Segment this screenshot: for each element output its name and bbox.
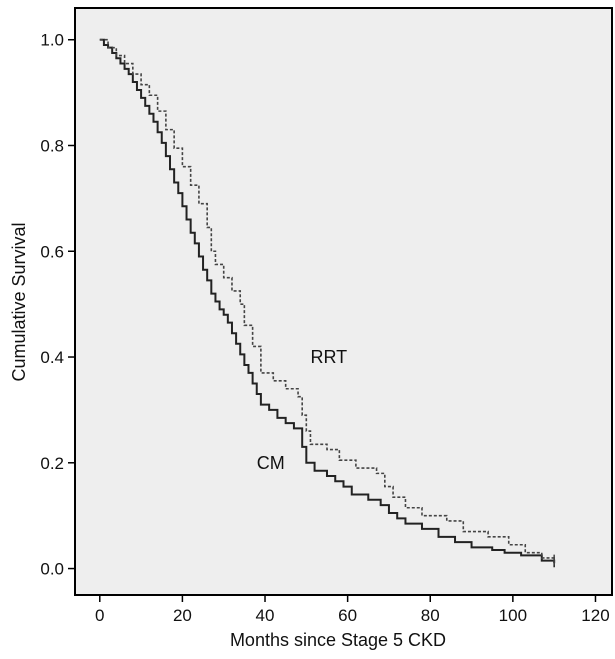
x-axis-label: Months since Stage 5 CKD [230,630,446,650]
plot-area [75,8,612,595]
series-label-rrt: RRT [310,347,347,367]
x-tick-label: 120 [581,606,609,625]
series-labels: CM RRT [257,347,347,473]
y-axis: 0.0 0.2 0.4 0.6 0.8 1.0 [40,31,75,579]
x-tick-label: 100 [499,606,527,625]
x-tick-label: 60 [338,606,357,625]
x-tick-label: 80 [421,606,440,625]
x-tick-label: 0 [95,606,104,625]
x-tick-label: 20 [173,606,192,625]
y-tick-label: 0.6 [40,242,64,261]
y-tick-label: 0.8 [40,136,64,155]
y-tick-label: 0.2 [40,454,64,473]
y-tick-label: 0.0 [40,560,64,579]
series-layer [99,38,556,568]
series-label-cm: CM [257,453,285,473]
y-axis-label: Cumulative Survival [9,222,29,381]
x-tick-label: 40 [256,606,275,625]
x-axis: 0 20 40 60 80 100 120 [95,595,610,625]
series-line-cm [99,38,556,564]
y-tick-label: 1.0 [40,31,64,50]
y-tick-label: 0.4 [40,348,64,367]
plot-frame [74,7,613,596]
